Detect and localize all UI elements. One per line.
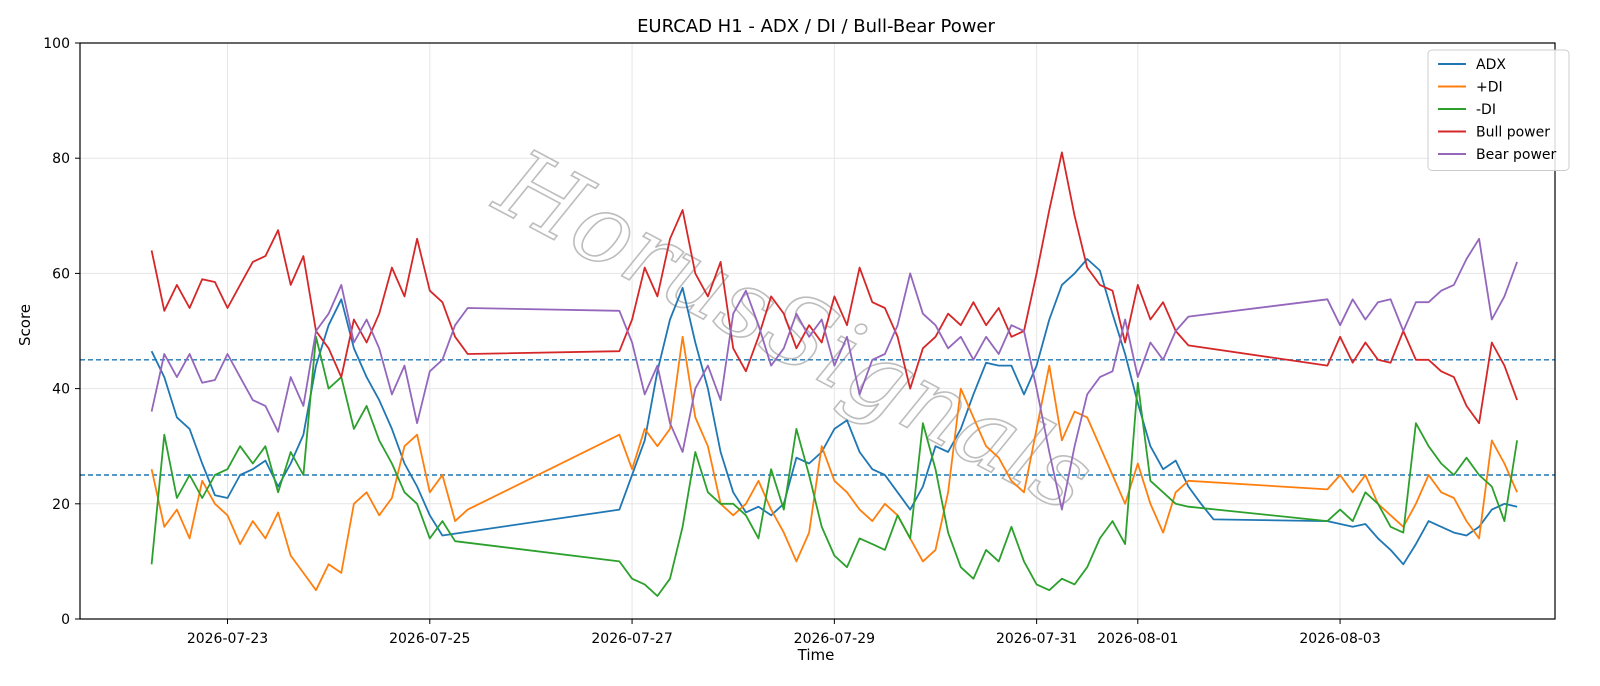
y-axis-ticks: 0 20 40 60 80 100: [43, 36, 80, 628]
plot-frame: [79, 42, 1556, 620]
y-axis-title: Score: [16, 304, 34, 346]
legend-label: Bear power: [1476, 147, 1557, 163]
series-line-bull-power: [150, 151, 1518, 425]
x-tick-label: 2026-07-23: [187, 631, 268, 647]
y-tick-label: 40: [52, 382, 70, 398]
x-tick-label: 2026-07-25: [389, 631, 470, 647]
series-line-bear-power: [150, 237, 1518, 511]
legend-label: +DI: [1476, 80, 1503, 96]
x-tick-label: 2026-07-29: [794, 631, 875, 647]
legend-label: Bull power: [1476, 125, 1550, 141]
chart-title: EURCAD H1 - ADX / DI / Bull-Bear Power: [637, 16, 995, 37]
series-lines: [150, 151, 1518, 597]
y-tick-label: 60: [52, 266, 70, 282]
x-axis-title: Time: [797, 646, 835, 664]
y-tick-label: 80: [52, 151, 70, 167]
x-tick-label: 2026-07-31: [996, 631, 1077, 647]
legend-label: -DI: [1476, 102, 1496, 118]
y-tick-label: 100: [43, 36, 70, 52]
series-line-di: [150, 335, 1518, 592]
legend-box: [1427, 49, 1570, 171]
y-tick-label: 20: [52, 497, 70, 513]
legend: ADX +DI -DI Bull power Bear power: [1427, 49, 1570, 171]
x-tick-label: 2026-08-03: [1299, 631, 1380, 647]
x-axis-ticks: 2026-07-23 2026-07-25 2026-07-27 2026-07-29…: [187, 619, 1381, 647]
x-tick-label: 2026-08-01: [1097, 631, 1178, 647]
y-tick-label: 0: [61, 612, 70, 628]
legend-label: ADX: [1476, 57, 1506, 73]
x-tick-label: 2026-07-27: [591, 631, 672, 647]
series-line-adx: [150, 258, 1518, 566]
series-line-di: [150, 335, 1518, 597]
grid: [80, 42, 1555, 620]
